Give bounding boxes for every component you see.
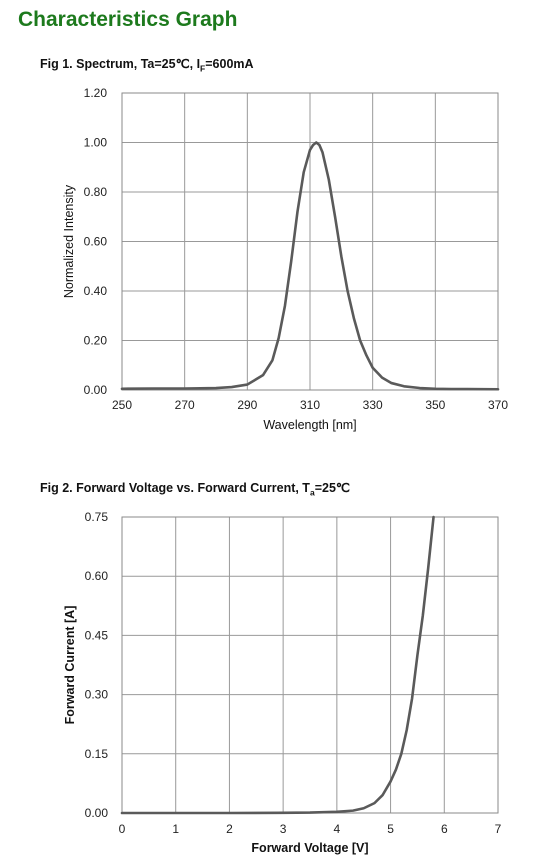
y-tick-label: 0.60 — [85, 569, 109, 583]
x-tick-label: 6 — [441, 822, 448, 836]
fig1-title-sep: , I — [189, 57, 201, 71]
fig2-title-tail: =25 — [314, 481, 336, 495]
fig1-title-main: Fig 1. Spectrum, Ta=25 — [40, 57, 176, 71]
fig1-title-tail: =600mA — [205, 57, 254, 71]
y-axis-label: Forward Current [A] — [63, 606, 77, 725]
x-tick-label: 3 — [280, 822, 287, 836]
y-tick-label: 0.00 — [85, 806, 109, 820]
x-tick-label: 7 — [495, 822, 502, 836]
fig1-title: Fig 1. Spectrum, Ta=25℃, IF=600mA — [40, 56, 254, 74]
x-tick-label: 2 — [226, 822, 233, 836]
y-tick-label: 0.00 — [84, 383, 108, 397]
x-tick-label: 370 — [488, 398, 508, 412]
x-tick-label: 0 — [119, 822, 126, 836]
x-axis-label: Forward Voltage [V] — [251, 841, 368, 855]
x-tick-label: 5 — [387, 822, 394, 836]
x-tick-label: 330 — [363, 398, 383, 412]
fig2-title: Fig 2. Forward Voltage vs. Forward Curre… — [40, 480, 350, 498]
y-tick-label: 0.45 — [85, 628, 109, 642]
page-title: Characteristics Graph — [18, 8, 238, 31]
data-line — [120, 515, 435, 815]
y-tick-label: 0.20 — [84, 334, 108, 348]
y-tick-label: 1.20 — [84, 86, 108, 100]
fig1-title-unit: ℃ — [175, 57, 190, 71]
spectrum-chart: 250 270 290 310 330 350 370 0.00 0.20 0.40 0.60 0.8… — [62, 86, 508, 432]
x-tick-label: 290 — [237, 398, 257, 412]
fig2-title-main: Fig 2. Forward Voltage vs. Forward Curre… — [40, 481, 310, 495]
y-tick-label: 0.15 — [85, 747, 109, 761]
y-tick-label: 0.30 — [85, 688, 109, 702]
x-tick-label: 310 — [300, 398, 320, 412]
x-tick-label: 270 — [175, 398, 195, 412]
fig2-title-sub: a — [309, 487, 315, 498]
plot-frame — [121, 92, 499, 391]
y-tick-label: 0.60 — [84, 235, 108, 249]
fig1-title-sub: F — [200, 63, 206, 74]
y-tick-label: 0.40 — [84, 284, 108, 298]
iv-curve-chart: 0 1 2 3 4 5 6 7 0.00 0.15 0.30 0.45 0.60 0.75 Forward … — [63, 510, 502, 855]
x-tick-label: 1 — [172, 822, 179, 836]
x-tick-label: 4 — [334, 822, 341, 836]
x-axis-label: Wavelength [nm] — [263, 418, 356, 432]
y-tick-label: 1.00 — [84, 136, 108, 150]
fig2-title-unit: ℃ — [335, 481, 350, 495]
y-tick-label: 0.75 — [85, 510, 109, 524]
plot-frame — [121, 516, 499, 814]
x-tick-label: 350 — [425, 398, 445, 412]
data-line — [120, 141, 500, 391]
y-tick-label: 0.80 — [84, 185, 108, 199]
x-tick-label: 250 — [112, 398, 132, 412]
y-axis-label: Normalized Intensity — [62, 184, 76, 298]
